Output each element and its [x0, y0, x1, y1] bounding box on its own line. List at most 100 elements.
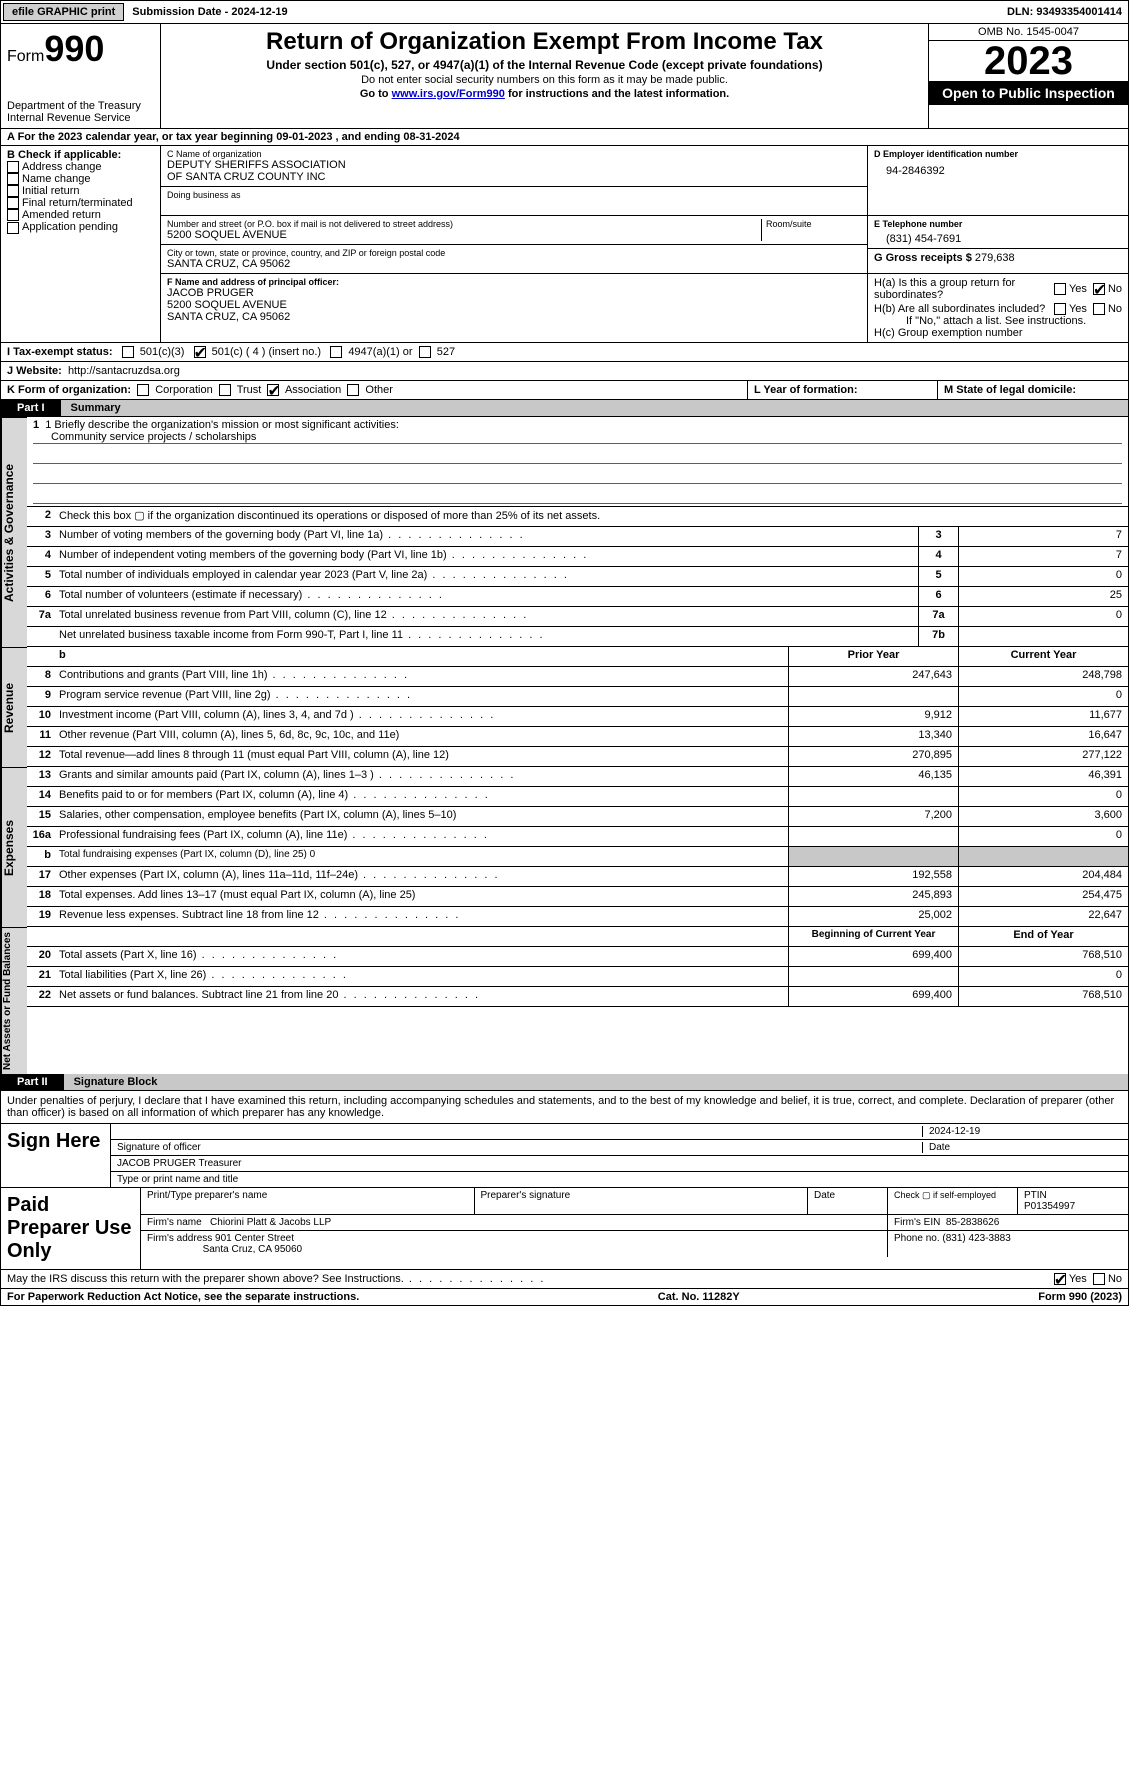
line-4: Number of independent voting members of …: [55, 547, 918, 566]
dba-label: Doing business as: [167, 190, 861, 200]
line-16b: Total fundraising expenses (Part IX, col…: [55, 847, 788, 866]
vlabel-expenses: Expenses: [1, 767, 27, 927]
vlabel-governance: Activities & Governance: [1, 417, 27, 647]
paid-preparer-block: Paid Preparer Use Only Print/Type prepar…: [0, 1188, 1129, 1270]
irs-link[interactable]: www.irs.gov/Form990: [392, 88, 505, 100]
gross-receipts-label: G Gross receipts $: [874, 252, 975, 264]
chk-501c[interactable]: [194, 346, 206, 358]
chk-sub-yes[interactable]: [1054, 303, 1066, 315]
chk-discuss-yes[interactable]: [1054, 1273, 1066, 1285]
box-b-label: B Check if applicable:: [7, 149, 154, 161]
officer-sig-name: JACOB PRUGER Treasurer: [117, 1158, 241, 1169]
pra-notice: For Paperwork Reduction Act Notice, see …: [7, 1291, 359, 1303]
val-4: 7: [958, 547, 1128, 566]
tax-period: A For the 2023 calendar year, or tax yea…: [0, 129, 1129, 146]
org-name-label: C Name of organization: [167, 149, 861, 159]
firm-ein: 85-2838626: [946, 1217, 999, 1228]
hdr-prior-year: Prior Year: [788, 647, 958, 666]
line-7a: Total unrelated business revenue from Pa…: [55, 607, 918, 626]
chk-address-change[interactable]: [7, 161, 19, 173]
line-11: Other revenue (Part VIII, column (A), li…: [55, 727, 788, 746]
line-9: Program service revenue (Part VIII, line…: [55, 687, 788, 706]
form-header: Form990 Department of the Treasury Inter…: [0, 24, 1129, 129]
dln-label: DLN: 93493354001414: [1001, 4, 1128, 20]
val-6: 25: [958, 587, 1128, 606]
form-number: Form990: [7, 28, 154, 70]
chk-amended-return[interactable]: [7, 209, 19, 221]
val-7b: [958, 627, 1128, 646]
line-16a: Professional fundraising fees (Part IX, …: [55, 827, 788, 846]
chk-group-no[interactable]: [1093, 283, 1105, 295]
line-3: Number of voting members of the governin…: [55, 527, 918, 546]
year-formation: L Year of formation:: [748, 381, 938, 399]
website-value: http://santacruzdsa.org: [68, 365, 180, 377]
chk-other[interactable]: [347, 384, 359, 396]
page-footer: For Paperwork Reduction Act Notice, see …: [0, 1289, 1129, 1306]
firm-name: Chiorini Platt & Jacobs LLP: [210, 1217, 331, 1228]
line-6: Total number of volunteers (estimate if …: [55, 587, 918, 606]
org-form-line: K Form of organization: Corporation Trus…: [0, 381, 1129, 400]
chk-corp[interactable]: [137, 384, 149, 396]
officer-name: JACOB PRUGER: [167, 287, 861, 299]
discuss-preparer: May the IRS discuss this return with the…: [0, 1270, 1129, 1289]
cat-no: Cat. No. 11282Y: [658, 1291, 740, 1303]
org-name: DEPUTY SHERIFFS ASSOCIATION OF SANTA CRU…: [167, 159, 861, 183]
line-15: Salaries, other compensation, employee b…: [55, 807, 788, 826]
submission-date-label: Submission Date - 2024-12-19: [126, 4, 293, 20]
line-14: Benefits paid to or for members (Part IX…: [55, 787, 788, 806]
chk-group-yes[interactable]: [1054, 283, 1066, 295]
date-label: Date: [922, 1142, 1122, 1153]
line-7b: Net unrelated business taxable income fr…: [55, 627, 918, 646]
street-value: 5200 SOQUEL AVENUE: [167, 229, 761, 241]
ssn-warning: Do not enter social security numbers on …: [167, 74, 922, 86]
val-7a: 0: [958, 607, 1128, 626]
line-10: Investment income (Part VIII, column (A)…: [55, 707, 788, 726]
chk-4947[interactable]: [330, 346, 342, 358]
chk-application-pending[interactable]: [7, 222, 19, 234]
subordinates-note: If "No," attach a list. See instructions…: [874, 315, 1122, 327]
firm-addr1: 901 Center Street: [215, 1233, 294, 1244]
chk-527[interactable]: [419, 346, 431, 358]
line-17: Other expenses (Part IX, column (A), lin…: [55, 867, 788, 886]
chk-initial-return[interactable]: [7, 185, 19, 197]
mission-label: 1 Briefly describe the organization's mi…: [45, 419, 399, 431]
chk-final-return[interactable]: [7, 197, 19, 209]
line-2: Check this box ▢ if the organization dis…: [55, 507, 1128, 526]
type-name-label: Type or print name and title: [117, 1174, 238, 1185]
line-19: Revenue less expenses. Subtract line 18 …: [55, 907, 788, 926]
line-5: Total number of individuals employed in …: [55, 567, 918, 586]
tax-year: 2023: [929, 41, 1128, 81]
chk-discuss-no[interactable]: [1093, 1273, 1105, 1285]
chk-trust[interactable]: [219, 384, 231, 396]
sig-officer-label: Signature of officer: [117, 1142, 922, 1153]
val-3: 7: [958, 527, 1128, 546]
vlabel-revenue: Revenue: [1, 647, 27, 767]
room-label: Room/suite: [766, 219, 861, 229]
form-subtitle: Under section 501(c), 527, or 4947(a)(1)…: [167, 58, 922, 72]
city-label: City or town, state or province, country…: [167, 248, 861, 258]
entity-info: B Check if applicable: Address change Na…: [0, 146, 1129, 343]
chk-sub-no[interactable]: [1093, 303, 1105, 315]
firm-phone: (831) 423-3883: [942, 1233, 1010, 1244]
group-exemption-label: H(c) Group exemption number: [874, 327, 1122, 339]
dept-treasury: Department of the Treasury Internal Reve…: [7, 100, 154, 124]
form-ref: Form 990 (2023): [1038, 1291, 1122, 1303]
chk-assoc[interactable]: [267, 384, 279, 396]
chk-name-change[interactable]: [7, 173, 19, 185]
chk-501c3[interactable]: [122, 346, 134, 358]
ptin-value: P01354997: [1024, 1201, 1075, 1212]
line-18: Total expenses. Add lines 13–17 (must eq…: [55, 887, 788, 906]
line-20: Total assets (Part X, line 16): [55, 947, 788, 966]
line-12: Total revenue—add lines 8 through 11 (mu…: [55, 747, 788, 766]
line-8: Contributions and grants (Part VIII, lin…: [55, 667, 788, 686]
gross-receipts-value: 279,638: [975, 252, 1015, 264]
firm-addr2: Santa Cruz, CA 95060: [203, 1244, 303, 1255]
val-5: 0: [958, 567, 1128, 586]
officer-addr2: SANTA CRUZ, CA 95062: [167, 311, 861, 323]
officer-label: F Name and address of principal officer:: [167, 277, 861, 287]
phone-value: (831) 454-7691: [874, 229, 1122, 245]
perjury-statement: Under penalties of perjury, I declare th…: [0, 1091, 1129, 1124]
officer-addr1: 5200 SOQUEL AVENUE: [167, 299, 861, 311]
efile-print-button[interactable]: efile GRAPHIC print: [3, 3, 124, 21]
state-domicile: M State of legal domicile:: [938, 381, 1128, 399]
